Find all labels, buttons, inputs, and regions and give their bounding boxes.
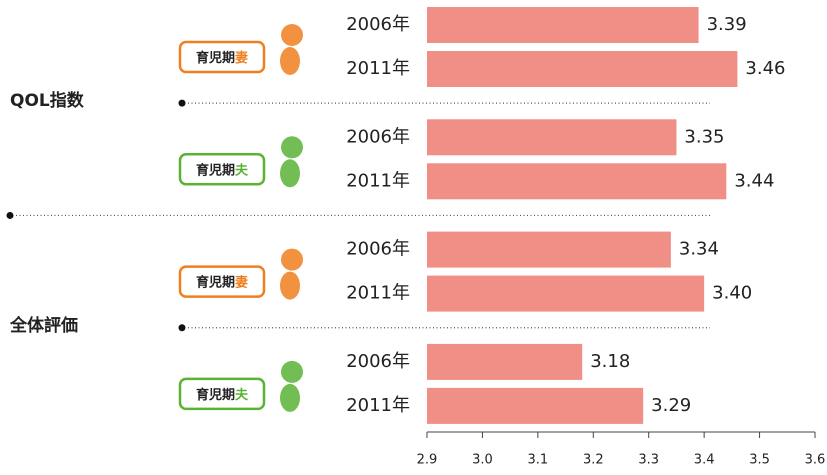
badge-label: 育児期夫 [196, 386, 249, 402]
x-tick-label: 3.3 [638, 453, 659, 468]
badge-label: 育児期夫 [196, 162, 249, 178]
bar [427, 231, 671, 268]
category-label: 2006年 [346, 14, 410, 35]
value-label: 3.40 [712, 283, 752, 304]
bar [427, 275, 705, 312]
badge-role: 妻 [235, 50, 248, 66]
bar [427, 387, 644, 424]
value-label: 3.34 [679, 239, 719, 260]
separator-dot [178, 324, 186, 332]
value-label: 3.35 [684, 126, 724, 147]
badge-role: 夫 [235, 386, 249, 402]
icon-body [280, 159, 300, 188]
value-label: 3.46 [745, 58, 785, 79]
category-label: 2006年 [346, 239, 410, 260]
icon-body [280, 383, 300, 412]
badge-text: 育児期 [196, 162, 235, 178]
category-label: 2011年 [346, 283, 410, 304]
bar [427, 343, 583, 380]
badge-label: 育児期妻 [196, 274, 248, 290]
x-tick-label: 3.4 [694, 453, 715, 468]
value-label: 3.18 [590, 351, 630, 372]
icon-body [280, 271, 300, 300]
category-label: 2011年 [346, 58, 410, 79]
value-label: 3.29 [651, 395, 691, 416]
category-label: 2006年 [346, 351, 410, 372]
badge [178, 153, 266, 186]
badge-text: 育児期 [196, 274, 235, 290]
badge-text: 育児期 [196, 50, 235, 66]
category-label: 2011年 [346, 170, 410, 191]
icon-body [280, 47, 300, 75]
x-tick-label: 3.0 [472, 453, 493, 468]
separator-dot [6, 211, 14, 219]
x-tick-label: 3.5 [749, 453, 770, 468]
badge-text: 育児期 [196, 386, 235, 402]
x-tick-label: 3.1 [528, 453, 549, 468]
badge [178, 377, 266, 411]
x-tick-label: 3.2 [583, 453, 604, 468]
x-tick-label: 2.9 [417, 453, 438, 468]
badge [178, 40, 266, 74]
icon-head [281, 136, 303, 159]
category-label: 2011年 [346, 395, 410, 416]
x-tick-label: 3.6 [805, 453, 826, 468]
bar [427, 163, 727, 200]
category-label: 2006年 [346, 126, 410, 147]
badge [178, 265, 266, 298]
badge-label: 育児期妻 [196, 50, 248, 66]
icon-head [281, 24, 303, 46]
section-label: QOL指数 [10, 90, 85, 111]
bar [427, 7, 699, 43]
bar [427, 119, 677, 156]
value-label: 3.44 [734, 170, 774, 191]
badge-role: 夫 [235, 162, 249, 178]
section-label: 全体評価 [9, 315, 78, 336]
separator-dot [178, 99, 186, 107]
badge-role: 妻 [235, 274, 248, 290]
bar [427, 51, 738, 87]
icon-head [281, 360, 303, 383]
value-label: 3.39 [707, 14, 747, 35]
icon-head [281, 248, 303, 271]
